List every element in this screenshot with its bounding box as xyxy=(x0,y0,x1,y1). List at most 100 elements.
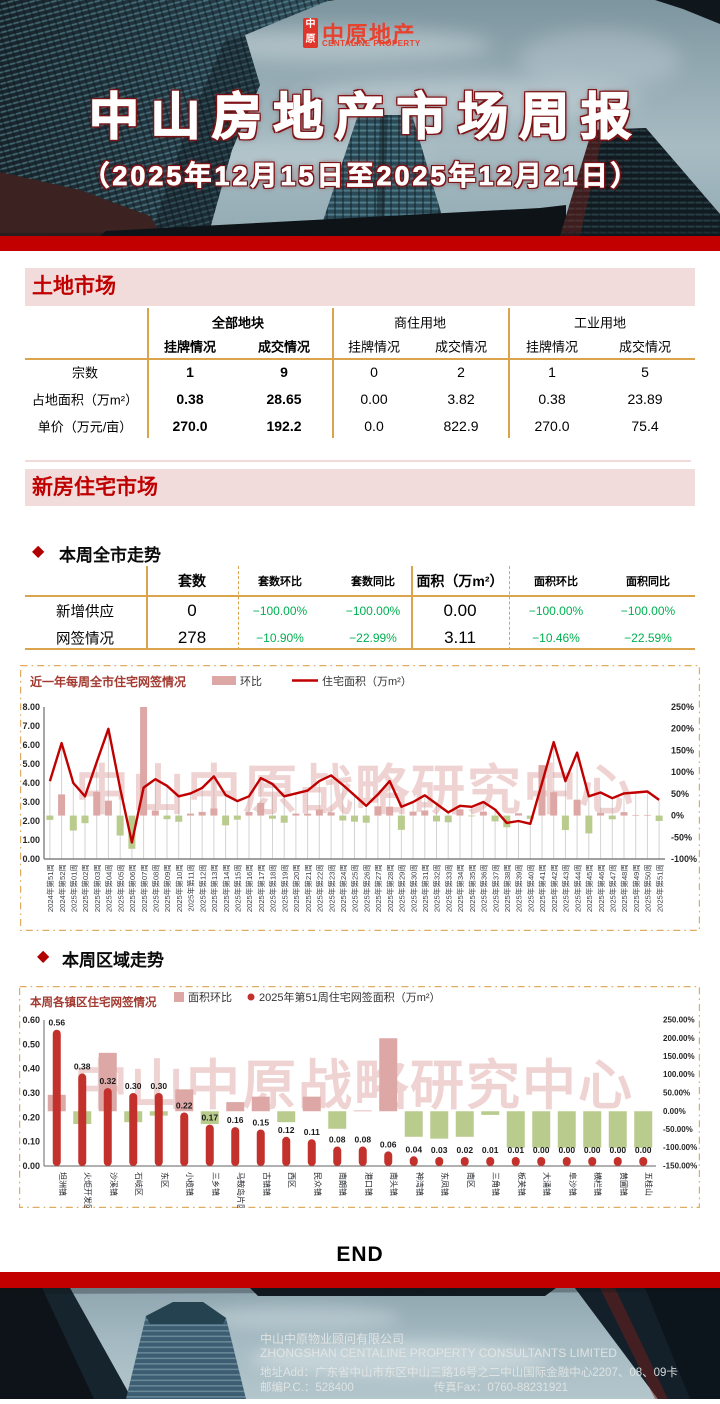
svg-text:2025年第48周: 2025年第48周 xyxy=(619,864,629,912)
svg-text:2025年第14周: 2025年第14周 xyxy=(221,864,231,912)
svg-text:2025年第17周: 2025年第17周 xyxy=(256,864,266,912)
svg-text:面积环比: 面积环比 xyxy=(188,991,232,1004)
svg-text:2025年第32周: 2025年第32周 xyxy=(432,864,442,912)
svg-text:近一年每周全市住宅网签情况: 近一年每周全市住宅网签情况 xyxy=(30,674,186,689)
svg-text:2025年第22周: 2025年第22周 xyxy=(315,864,325,912)
svg-text:50%: 50% xyxy=(671,789,689,799)
svg-text:2025年第27周: 2025年第27周 xyxy=(373,864,383,912)
svg-text:0.00: 0.00 xyxy=(22,1161,40,1171)
svg-text:200.00%: 200.00% xyxy=(663,1034,695,1043)
svg-text:2024年第52周: 2024年第52周 xyxy=(57,864,67,912)
svg-text:250.00%: 250.00% xyxy=(663,1016,695,1025)
svg-text:2025年第51周: 2025年第51周 xyxy=(654,864,664,912)
svg-text:0.40: 0.40 xyxy=(22,1064,40,1074)
svg-text:2025年第47周: 2025年第47周 xyxy=(608,864,618,912)
svg-text:-100.00%: -100.00% xyxy=(663,1143,697,1152)
svg-text:2025年第23周: 2025年第23周 xyxy=(326,864,336,912)
svg-text:环比: 环比 xyxy=(240,675,262,688)
svg-text:板芙镇: 板芙镇 xyxy=(517,1172,527,1196)
svg-text:2025年第31周: 2025年第31周 xyxy=(420,864,430,912)
svg-text:2025年第33周: 2025年第33周 xyxy=(443,864,453,912)
svg-text:0.02: 0.02 xyxy=(457,1145,474,1155)
svg-text:住宅面积（万m²）: 住宅面积（万m²） xyxy=(322,674,412,688)
svg-text:-50%: -50% xyxy=(671,832,692,842)
svg-text:-50.00%: -50.00% xyxy=(663,1125,693,1134)
svg-text:0.04: 0.04 xyxy=(406,1144,423,1154)
svg-text:0.06: 0.06 xyxy=(380,1139,397,1149)
svg-text:三乡镇: 三乡镇 xyxy=(211,1172,221,1196)
svg-text:2025年第46周: 2025年第46周 xyxy=(596,864,606,912)
svg-text:0.08: 0.08 xyxy=(355,1135,372,1145)
svg-text:0.50: 0.50 xyxy=(22,1039,40,1049)
svg-text:火炬开发区: 火炬开发区 xyxy=(83,1172,93,1208)
svg-text:0%: 0% xyxy=(671,811,684,821)
svg-text:古镇镇: 古镇镇 xyxy=(262,1172,272,1196)
svg-text:2025年第25周: 2025年第25周 xyxy=(350,864,360,912)
svg-text:2025年第40周: 2025年第40周 xyxy=(526,864,536,912)
svg-text:2025年第41周: 2025年第41周 xyxy=(537,864,547,912)
svg-text:石岐区: 石岐区 xyxy=(134,1172,144,1196)
svg-text:2025年第24周: 2025年第24周 xyxy=(338,864,348,912)
svg-text:2025年第08周: 2025年第08周 xyxy=(151,864,161,912)
svg-text:2025年第36周: 2025年第36周 xyxy=(479,864,489,912)
svg-text:横栏镇: 横栏镇 xyxy=(593,1172,603,1196)
svg-text:2025年第11周: 2025年第11周 xyxy=(186,864,196,912)
svg-text:2025年第07周: 2025年第07周 xyxy=(139,864,149,912)
svg-text:民众镇: 民众镇 xyxy=(313,1172,323,1196)
svg-text:0.32: 0.32 xyxy=(100,1076,117,1086)
svg-text:2025年第39周: 2025年第39周 xyxy=(514,864,524,912)
svg-text:100%: 100% xyxy=(671,767,694,777)
svg-text:-100%: -100% xyxy=(671,854,697,864)
svg-text:2025年第49周: 2025年第49周 xyxy=(631,864,641,912)
svg-text:0.60: 0.60 xyxy=(22,1015,40,1025)
svg-text:2024年第51周: 2024年第51周 xyxy=(45,864,55,912)
svg-text:阜沙镇: 阜沙镇 xyxy=(568,1172,578,1196)
svg-text:100.00%: 100.00% xyxy=(663,1070,695,1079)
svg-text:2025年第26周: 2025年第26周 xyxy=(361,864,371,912)
svg-text:3.00: 3.00 xyxy=(22,797,40,807)
svg-text:200%: 200% xyxy=(671,724,694,734)
svg-text:0.01: 0.01 xyxy=(508,1145,525,1155)
svg-text:0.17: 0.17 xyxy=(202,1113,219,1123)
svg-text:2025年第04周: 2025年第04周 xyxy=(104,864,114,912)
svg-text:0.16: 0.16 xyxy=(227,1115,244,1125)
svg-text:中山中原战略研究中心: 中山中原战略研究中心 xyxy=(74,1056,634,1116)
svg-text:本周各镇区住宅网签情况: 本周各镇区住宅网签情况 xyxy=(30,995,157,1009)
svg-text:2025年第03周: 2025年第03周 xyxy=(92,864,102,912)
svg-text:8.00: 8.00 xyxy=(22,702,40,712)
svg-text:0.00: 0.00 xyxy=(533,1145,550,1155)
svg-text:2025年第10周: 2025年第10周 xyxy=(174,864,184,912)
svg-text:2025年第38周: 2025年第38周 xyxy=(502,864,512,912)
svg-text:0.01: 0.01 xyxy=(482,1145,499,1155)
svg-text:南头镇: 南头镇 xyxy=(389,1172,399,1196)
svg-text:2025年第51周住宅网签面积（万m²）: 2025年第51周住宅网签面积（万m²） xyxy=(259,990,441,1004)
svg-text:0.56: 0.56 xyxy=(49,1018,66,1028)
svg-text:坦洲镇: 坦洲镇 xyxy=(58,1172,68,1196)
svg-text:2025年第21周: 2025年第21周 xyxy=(303,864,313,912)
svg-text:0.30: 0.30 xyxy=(22,1088,40,1098)
svg-text:2025年第18周: 2025年第18周 xyxy=(268,864,278,912)
svg-text:黄圃镇: 黄圃镇 xyxy=(619,1172,629,1196)
svg-text:2025年第45周: 2025年第45周 xyxy=(584,864,594,912)
svg-text:0.00: 0.00 xyxy=(584,1145,601,1155)
svg-text:南区: 南区 xyxy=(466,1172,476,1188)
svg-text:0.15: 0.15 xyxy=(253,1118,270,1128)
svg-text:0.08: 0.08 xyxy=(329,1135,346,1145)
svg-text:0.30: 0.30 xyxy=(151,1081,168,1091)
svg-text:7.00: 7.00 xyxy=(22,721,40,731)
svg-text:0.10: 0.10 xyxy=(22,1137,40,1147)
svg-text:2025年第19周: 2025年第19周 xyxy=(279,864,289,912)
svg-text:2025年第06周: 2025年第06周 xyxy=(127,864,137,912)
svg-text:1.00: 1.00 xyxy=(22,835,40,845)
svg-text:250%: 250% xyxy=(671,702,694,712)
svg-text:0.03: 0.03 xyxy=(431,1145,448,1155)
svg-text:2025年第12周: 2025年第12周 xyxy=(197,864,207,912)
svg-text:马鞍岛片区: 马鞍岛片区 xyxy=(236,1172,246,1208)
svg-text:2.00: 2.00 xyxy=(22,816,40,826)
svg-text:2025年第28周: 2025年第28周 xyxy=(385,864,395,912)
svg-text:2025年第15周: 2025年第15周 xyxy=(233,864,243,912)
svg-text:150%: 150% xyxy=(671,745,694,755)
svg-text:2025年第16周: 2025年第16周 xyxy=(244,864,254,912)
svg-text:2025年第50周: 2025年第50周 xyxy=(643,864,653,912)
svg-text:2025年第02周: 2025年第02周 xyxy=(80,864,90,912)
